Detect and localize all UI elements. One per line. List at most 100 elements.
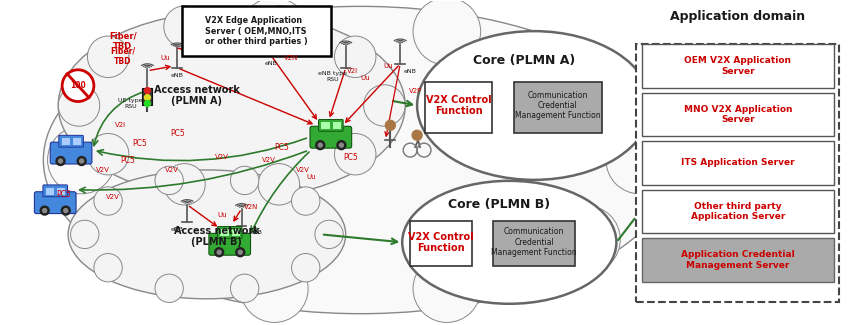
Text: V2I: V2I bbox=[347, 68, 358, 74]
Text: 100: 100 bbox=[70, 81, 86, 90]
Text: V2I: V2I bbox=[115, 122, 126, 128]
Text: V2V: V2V bbox=[165, 167, 179, 173]
Circle shape bbox=[62, 206, 70, 215]
FancyBboxPatch shape bbox=[514, 82, 602, 133]
Circle shape bbox=[70, 220, 99, 249]
Circle shape bbox=[58, 85, 99, 126]
Circle shape bbox=[63, 70, 94, 101]
Text: V2X Edge Application
Server ( OEM,MNO,ITS
or other third parties ): V2X Edge Application Server ( OEM,MNO,IT… bbox=[205, 16, 308, 46]
Text: eNB: eNB bbox=[404, 69, 417, 74]
Bar bbox=[45, 188, 54, 195]
Bar bbox=[231, 229, 240, 236]
Circle shape bbox=[231, 166, 259, 195]
Circle shape bbox=[101, 206, 169, 273]
Text: PC5: PC5 bbox=[274, 143, 289, 152]
Circle shape bbox=[258, 163, 300, 205]
Circle shape bbox=[94, 254, 123, 282]
Text: Uu: Uu bbox=[384, 63, 393, 69]
Circle shape bbox=[553, 47, 620, 114]
Circle shape bbox=[145, 88, 150, 94]
Ellipse shape bbox=[402, 181, 616, 304]
Circle shape bbox=[236, 248, 245, 257]
FancyBboxPatch shape bbox=[51, 142, 92, 164]
FancyBboxPatch shape bbox=[642, 190, 834, 233]
Circle shape bbox=[241, 0, 309, 65]
Text: V2X Control
Function: V2X Control Function bbox=[426, 95, 492, 116]
Bar bbox=[220, 229, 229, 236]
Text: PC5: PC5 bbox=[344, 152, 358, 162]
Circle shape bbox=[87, 36, 129, 77]
Circle shape bbox=[337, 141, 346, 150]
Text: Uu: Uu bbox=[217, 212, 226, 217]
Circle shape bbox=[258, 6, 300, 47]
Circle shape bbox=[315, 220, 344, 249]
FancyBboxPatch shape bbox=[642, 238, 834, 282]
Circle shape bbox=[217, 250, 221, 254]
Ellipse shape bbox=[44, 6, 678, 314]
Text: Uu: Uu bbox=[361, 75, 370, 81]
Circle shape bbox=[215, 248, 224, 257]
Circle shape bbox=[63, 209, 68, 213]
Ellipse shape bbox=[58, 11, 405, 200]
Circle shape bbox=[80, 159, 84, 163]
Text: OEM V2X Application
Server: OEM V2X Application Server bbox=[685, 56, 791, 75]
Circle shape bbox=[145, 100, 150, 107]
Text: PC5: PC5 bbox=[170, 129, 184, 138]
FancyBboxPatch shape bbox=[209, 233, 250, 255]
Circle shape bbox=[553, 206, 620, 273]
Text: eNB: eNB bbox=[265, 61, 278, 66]
Text: Communication
Credential
Management Function: Communication Credential Management Func… bbox=[515, 91, 601, 120]
FancyBboxPatch shape bbox=[183, 6, 331, 56]
Circle shape bbox=[413, 0, 481, 65]
Text: PC5: PC5 bbox=[56, 190, 70, 199]
Circle shape bbox=[291, 254, 320, 282]
FancyBboxPatch shape bbox=[310, 126, 351, 148]
Text: V2V: V2V bbox=[96, 167, 110, 173]
Circle shape bbox=[87, 134, 129, 175]
Circle shape bbox=[94, 187, 123, 215]
Text: Access network
(PLMN A): Access network (PLMN A) bbox=[154, 85, 240, 106]
Bar bbox=[62, 138, 70, 145]
Circle shape bbox=[606, 126, 674, 194]
Text: ITS Application Server: ITS Application Server bbox=[681, 159, 794, 167]
Circle shape bbox=[241, 255, 309, 322]
Circle shape bbox=[145, 95, 150, 100]
Text: V2X Control
Function: V2X Control Function bbox=[408, 231, 474, 253]
Text: UE type
RSU: UE type RSU bbox=[118, 98, 143, 109]
FancyBboxPatch shape bbox=[642, 141, 834, 185]
Circle shape bbox=[155, 166, 183, 195]
Text: V2N: V2N bbox=[284, 55, 298, 61]
Circle shape bbox=[339, 143, 344, 147]
Text: Other third party
Application Server: Other third party Application Server bbox=[691, 202, 785, 221]
Text: V2V: V2V bbox=[297, 167, 310, 173]
Circle shape bbox=[386, 120, 395, 130]
FancyBboxPatch shape bbox=[642, 93, 834, 136]
Circle shape bbox=[155, 274, 183, 303]
Text: Application Credential
Management Server: Application Credential Management Server bbox=[681, 251, 794, 270]
FancyBboxPatch shape bbox=[636, 44, 840, 302]
Circle shape bbox=[77, 157, 86, 165]
Text: Core (PLMN A): Core (PLMN A) bbox=[473, 54, 575, 67]
Circle shape bbox=[40, 206, 49, 215]
Text: Access network
(PLMN B): Access network (PLMN B) bbox=[174, 226, 260, 247]
FancyBboxPatch shape bbox=[319, 120, 343, 131]
Text: eNB: eNB bbox=[171, 73, 183, 78]
Text: Uu: Uu bbox=[160, 55, 170, 61]
Text: V2V: V2V bbox=[262, 157, 276, 163]
Text: eNB type
RSU: eNB type RSU bbox=[318, 72, 347, 82]
Circle shape bbox=[231, 274, 259, 303]
Circle shape bbox=[318, 143, 322, 147]
Text: Core (PLMN B): Core (PLMN B) bbox=[448, 198, 550, 211]
Text: Fiber/
TBD: Fiber/ TBD bbox=[109, 31, 136, 51]
Bar bbox=[321, 122, 330, 129]
Circle shape bbox=[43, 209, 46, 213]
Circle shape bbox=[413, 255, 481, 322]
Circle shape bbox=[56, 157, 65, 165]
Ellipse shape bbox=[417, 31, 651, 180]
Bar bbox=[333, 122, 341, 129]
Circle shape bbox=[291, 187, 320, 215]
Text: Uu: Uu bbox=[306, 174, 316, 180]
FancyBboxPatch shape bbox=[142, 88, 153, 106]
FancyBboxPatch shape bbox=[494, 220, 575, 266]
Text: PC5: PC5 bbox=[132, 139, 147, 148]
